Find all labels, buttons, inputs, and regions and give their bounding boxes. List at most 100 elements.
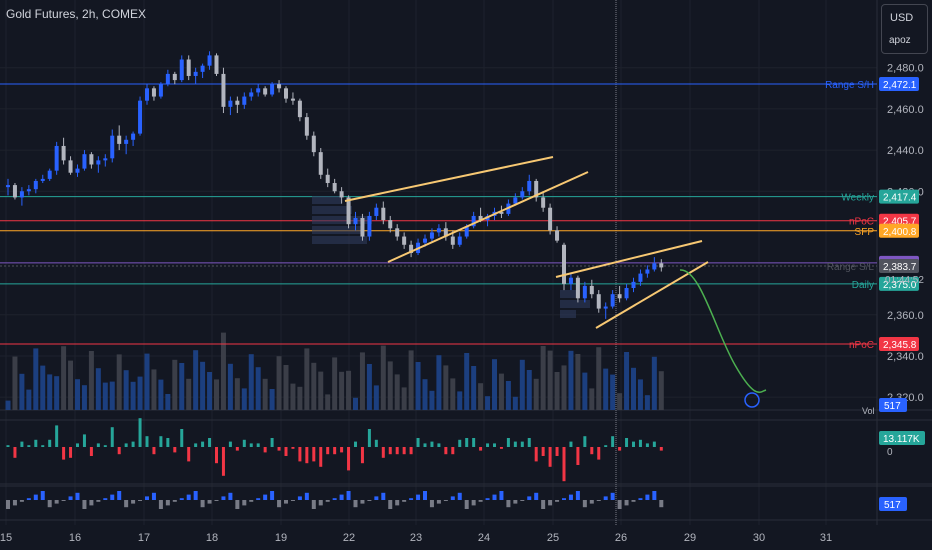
- channel-line: [344, 156, 554, 202]
- y-tick-2,340.0: 2,340.0: [887, 351, 924, 363]
- volume-bar: [26, 389, 32, 410]
- x-tick-25: 25: [547, 532, 559, 544]
- candle-body: [304, 117, 309, 136]
- volume-bar: [255, 367, 261, 410]
- candle-body: [263, 88, 268, 95]
- volume-bar: [5, 400, 11, 410]
- volume-bar: [346, 370, 352, 410]
- volume-bar: [533, 378, 539, 410]
- candle-body: [193, 71, 198, 76]
- volume-bar: [485, 396, 491, 410]
- volume-bar: [478, 383, 484, 410]
- x-tick-23: 23: [410, 532, 422, 544]
- volume-bar: [554, 372, 560, 410]
- volume-bar: [54, 376, 60, 410]
- osc2-bar: [645, 494, 650, 500]
- price-tag: 2,472.1: [883, 80, 917, 91]
- price-tag-bg: [879, 258, 919, 273]
- osc1-bar: [291, 447, 295, 449]
- candle-body: [165, 73, 170, 85]
- osc2-bar: [562, 498, 566, 500]
- osc2-bar: [117, 491, 122, 500]
- candle-body: [145, 88, 149, 101]
- time-axis[interactable]: 15 16 17 18 19 22 23 24 25 26 29 30 31: [0, 532, 832, 544]
- osc1-bar: [340, 447, 344, 453]
- osc2-bar: [575, 491, 580, 500]
- osc2-bar: [19, 500, 24, 502]
- candle-body: [436, 228, 441, 233]
- osc2-bar: [263, 494, 268, 500]
- price-tag: 2,405.7: [883, 217, 917, 228]
- osc1-bar: [305, 447, 309, 464]
- candle-body: [589, 285, 594, 295]
- osc2-bar: [332, 498, 337, 500]
- candle-body: [6, 185, 10, 188]
- volume-bar: [207, 372, 213, 410]
- osc2-bar: [235, 500, 240, 509]
- x-tick-15: 15: [0, 532, 12, 544]
- osc1-bar: [347, 447, 351, 471]
- osc2-bar: [596, 500, 601, 501]
- osc2-bar: [179, 498, 184, 500]
- osc2-bar: [464, 500, 469, 509]
- candle-body: [131, 133, 136, 140]
- osc1-bar: [444, 447, 448, 455]
- candle-body: [541, 197, 546, 208]
- candle-body: [478, 215, 483, 221]
- price-axis[interactable]: 2,480.02,460.02,440.02,420.02,360.02,340…: [862, 63, 925, 511]
- osc2-bar: [499, 491, 504, 500]
- candle-body: [277, 84, 282, 89]
- osc1-bar: [597, 447, 601, 460]
- volume-bar: [61, 346, 67, 410]
- osc2-bar: [450, 496, 455, 500]
- osc1-bar: [493, 443, 496, 447]
- profile-block: [312, 216, 372, 224]
- x-tick-22: 22: [343, 532, 355, 544]
- osc2-bar: [631, 500, 636, 502]
- volume-bar: [436, 355, 442, 410]
- osc1-bar: [298, 447, 302, 462]
- candle-body: [207, 55, 212, 66]
- volume-bar: [318, 371, 324, 410]
- volume-bar: [373, 385, 379, 410]
- osc2-bar: [638, 498, 643, 500]
- osc1-bar: [576, 447, 580, 465]
- osc1-bar: [166, 438, 170, 447]
- volume-bar: [47, 374, 53, 410]
- symbol-title[interactable]: Gold Futures, 2h, COMEX: [6, 7, 147, 21]
- candle-body: [33, 180, 38, 190]
- volume-bar: [262, 378, 268, 410]
- volume-bar: [248, 354, 254, 410]
- currency-unit-box[interactable]: USD apoz: [881, 4, 928, 54]
- osc1-bar: [534, 447, 538, 462]
- osc2-bar: [110, 494, 115, 500]
- osc2-bar: [193, 491, 198, 500]
- candle-body: [311, 135, 316, 153]
- price-tag: 2,345.8: [883, 340, 917, 351]
- volume-bar: [116, 354, 122, 410]
- volume-bar: [109, 381, 115, 410]
- osc1-bar: [124, 443, 128, 447]
- candle-body: [603, 306, 608, 309]
- candle-body: [395, 228, 400, 237]
- candle-body: [249, 92, 254, 97]
- volume-bar: [227, 363, 233, 410]
- candle-body: [513, 197, 518, 204]
- osc1-bar: [138, 418, 142, 447]
- volume-bar: [540, 346, 546, 410]
- volume-bar: [88, 351, 94, 410]
- candle-body: [228, 100, 233, 107]
- y-tick-2,480.0: 2,480.0: [887, 63, 924, 75]
- osc2-bar: [270, 491, 275, 500]
- osc2-bar: [381, 492, 386, 500]
- candle-body: [450, 236, 455, 245]
- osc2-bar: [353, 500, 358, 508]
- volume-bar: [214, 379, 219, 410]
- countdown: 01:44:52: [885, 275, 924, 286]
- x-tick-24: 24: [478, 532, 490, 544]
- osc2-bar: [582, 500, 587, 508]
- osc1-bar: [89, 447, 93, 456]
- volume-bar: [422, 379, 428, 410]
- volume-bars: [5, 332, 664, 410]
